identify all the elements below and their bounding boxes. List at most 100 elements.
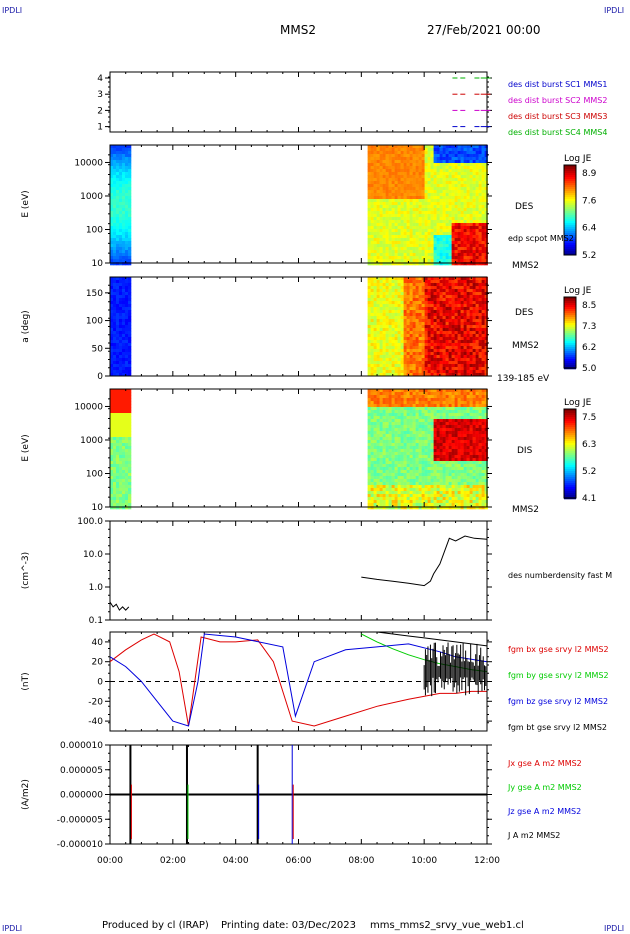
des-pitch-panel-cell — [430, 301, 434, 305]
dis-energy-panel-cell — [397, 416, 401, 420]
des-pitch-panel-cell — [376, 310, 380, 314]
des-energy-panel-cell — [373, 220, 377, 224]
des-energy-panel-cell — [478, 187, 482, 191]
des-pitch-panel-cell — [433, 367, 437, 371]
des-pitch-panel-cell — [427, 331, 431, 335]
des-pitch-panel-cell — [478, 361, 482, 365]
des-energy-panel-cell — [113, 196, 117, 200]
des-pitch-panel-cell — [376, 295, 380, 299]
des-pitch-panel-cell — [421, 328, 425, 332]
des-energy-panel-cell — [430, 172, 434, 176]
des-pitch-panel-cell — [376, 346, 380, 350]
des-energy-panel-colorbar-cell — [564, 209, 576, 212]
dis-energy-panel-cell — [427, 422, 431, 426]
des-energy-panel-cell — [439, 184, 443, 188]
des-energy-panel-colorbar-tick: 6.4 — [582, 224, 597, 234]
des-energy-panel-cell — [478, 253, 482, 257]
dis-energy-panel-cell — [421, 491, 425, 495]
des-energy-panel-cell — [409, 193, 413, 197]
des-energy-panel-cell — [451, 175, 455, 179]
dis-energy-panel-cell — [412, 473, 416, 477]
des-energy-panel-cell — [373, 262, 377, 266]
des-energy-panel-cell — [406, 253, 410, 257]
des-energy-panel-cell — [125, 262, 129, 266]
des-energy-panel-cell — [475, 211, 479, 215]
des-energy-panel-cell — [451, 202, 455, 206]
dis-energy-panel-cell — [412, 440, 416, 444]
dis-energy-panel-cell — [373, 488, 377, 492]
des-energy-panel-cell — [472, 145, 476, 149]
des-energy-panel-cell — [466, 166, 470, 170]
dis-energy-panel-cell — [125, 494, 129, 498]
des-pitch-panel-cell — [454, 337, 458, 341]
des-energy-panel-cell — [454, 262, 458, 266]
dis-energy-panel-cell — [427, 467, 431, 471]
des-energy-panel-cell — [445, 250, 449, 254]
des-energy-panel-cell — [466, 163, 470, 167]
dis-energy-panel-cell — [125, 392, 129, 396]
des-energy-panel-cell — [116, 193, 120, 197]
des-energy-panel-cell — [466, 187, 470, 191]
des-energy-panel-cell — [403, 214, 407, 218]
des-pitch-panel-cell — [451, 355, 455, 359]
des-energy-panel-cell — [406, 259, 410, 263]
des-energy-panel-cell — [391, 199, 395, 203]
dis-energy-panel-cell — [379, 401, 383, 405]
des-energy-panel-cell — [406, 166, 410, 170]
des-pitch-panel-cell — [122, 283, 126, 287]
des-energy-panel-cell — [388, 202, 392, 206]
des-pitch-panel-cell — [469, 316, 473, 320]
dis-energy-panel-cell — [128, 434, 132, 438]
dis-energy-panel-cell — [409, 389, 413, 393]
des-energy-panel-cell — [385, 214, 389, 218]
des-pitch-panel-cell — [427, 298, 431, 302]
des-pitch-panel-cell — [451, 319, 455, 323]
des-pitch-panel-cell — [442, 325, 446, 329]
des-pitch-panel-cell — [376, 328, 380, 332]
des-energy-panel-cell — [403, 205, 407, 209]
des-pitch-panel-cell — [424, 277, 428, 281]
des-pitch-panel-cell — [445, 289, 449, 293]
des-energy-panel-cell — [481, 160, 485, 164]
des-energy-panel-cell — [430, 199, 434, 203]
dis-energy-panel-cell — [122, 467, 126, 471]
des-pitch-panel-cell — [478, 286, 482, 290]
des-energy-panel-cell — [385, 184, 389, 188]
des-pitch-panel-cell — [436, 292, 440, 296]
des-energy-panel-cell — [475, 199, 479, 203]
dis-energy-panel-cell — [119, 482, 123, 486]
dis-energy-panel-cell — [116, 446, 120, 450]
des-pitch-panel-cell — [430, 322, 434, 326]
des-pitch-panel-cell — [116, 289, 120, 293]
des-energy-panel-cell — [403, 226, 407, 230]
des-pitch-panel-cell — [433, 289, 437, 293]
dis-energy-panel-cell — [116, 398, 120, 402]
des-energy-panel-cell — [116, 217, 120, 221]
des-energy-panel-cell — [110, 151, 114, 155]
des-energy-panel-cell — [391, 235, 395, 239]
des-energy-panel-cell — [388, 232, 392, 236]
dis-energy-panel-cell — [418, 395, 422, 399]
dis-energy-panel-cell — [421, 500, 425, 504]
des-energy-panel-cell — [116, 241, 120, 245]
dis-energy-panel-cell — [367, 506, 371, 510]
des-energy-panel-cell — [433, 217, 437, 221]
des-pitch-panel-cell — [403, 295, 407, 299]
des-energy-panel-cell — [412, 223, 416, 227]
des-energy-panel-cell — [433, 244, 437, 248]
des-pitch-panel-cell — [391, 373, 395, 377]
dis-energy-panel-cell — [125, 461, 129, 465]
des-energy-panel-cell — [412, 217, 416, 221]
des-pitch-panel-cell — [481, 331, 485, 335]
dis-energy-panel-cell — [119, 434, 123, 438]
dis-energy-panel-cell — [400, 404, 404, 408]
des-energy-panel-cell — [445, 235, 449, 239]
des-energy-panel-cell — [400, 226, 404, 230]
des-pitch-panel-cell — [385, 301, 389, 305]
des-energy-panel-cell — [463, 178, 467, 182]
des-energy-panel-cell — [382, 196, 386, 200]
des-energy-panel-cell — [424, 262, 428, 266]
des-energy-panel-cell — [400, 256, 404, 260]
des-energy-panel-cell — [403, 211, 407, 215]
des-energy-panel-cell — [370, 208, 374, 212]
